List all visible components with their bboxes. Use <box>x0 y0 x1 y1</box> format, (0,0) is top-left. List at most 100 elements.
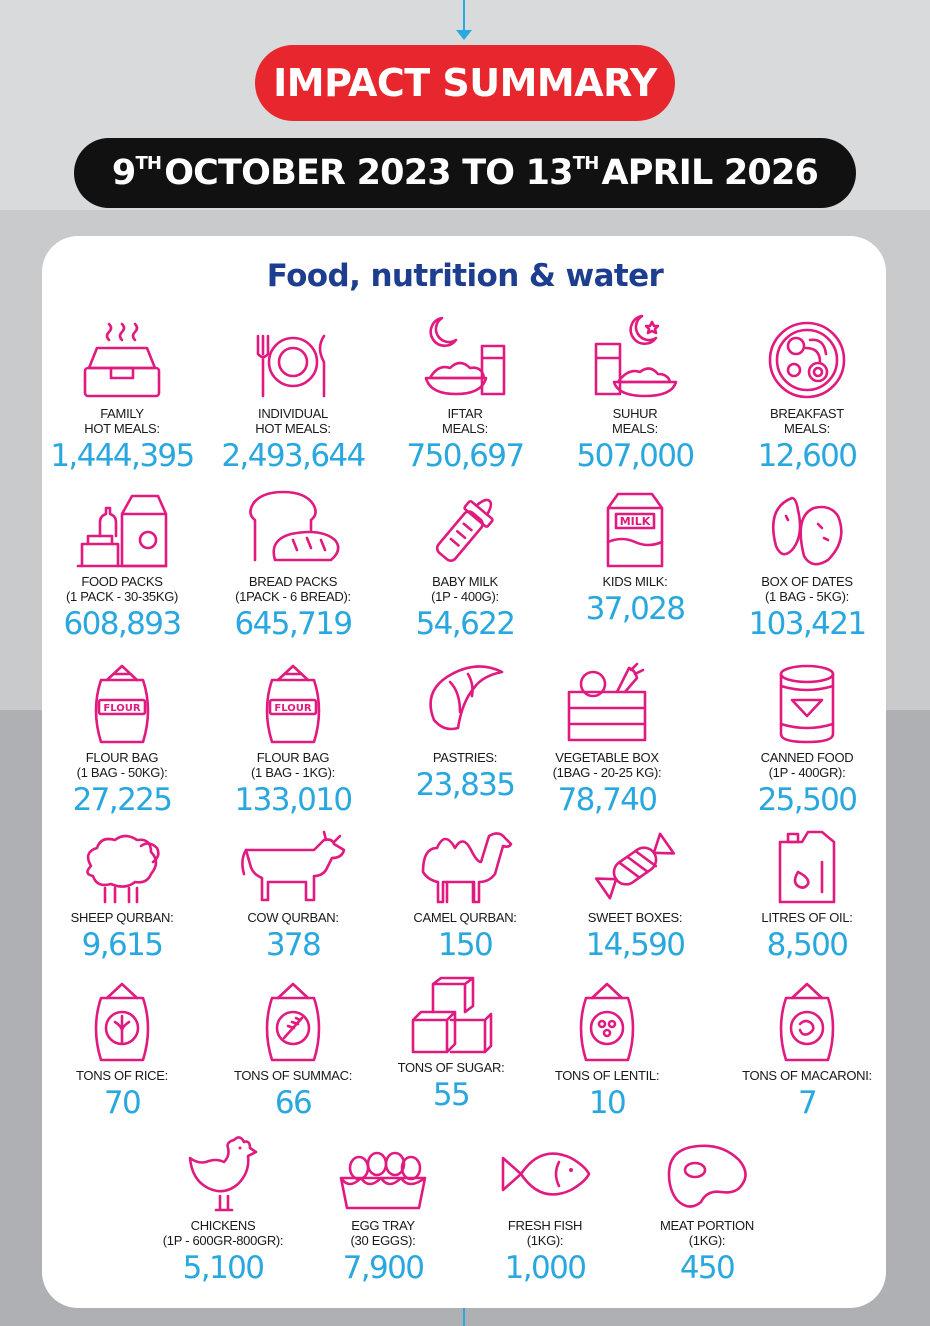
can-icon <box>779 664 835 744</box>
stat-label: BREAD PACKS (1PACK - 6 BREAD): <box>235 574 351 604</box>
bread-icon <box>249 490 340 562</box>
stat-label: BOX OF DATES (1 BAG - 5KG): <box>761 574 853 604</box>
date-suffix-2: TH <box>572 152 600 174</box>
vegetable-crate-icon <box>567 662 647 742</box>
stat-pastries: PASTRIES: 23,835 <box>380 660 550 803</box>
stat-cow-qurban: COW QURBAN: 378 <box>208 826 378 963</box>
stat-value: 7,900 <box>342 1250 425 1286</box>
stat-egg-tray: EGG TRAY (30 EGGS): 7,900 <box>298 1134 468 1286</box>
stat-value: 608,893 <box>63 606 183 642</box>
stat-label: FRESH FISH (1KG): <box>507 1218 583 1248</box>
dates-icon <box>771 496 843 566</box>
stat-label: SUHUR MEALS: <box>612 406 658 436</box>
date-range-banner: 9 TH OCTOBER 2023 TO 13 TH APRIL 2026 <box>74 138 856 208</box>
stat-label: FAMILY HOT MEALS: <box>84 406 160 436</box>
stat-label: TONS OF SUGAR: <box>397 1060 505 1075</box>
flour-bag-small-icon: FLOUR <box>265 664 321 744</box>
date-end: APRIL 2026 <box>601 153 819 193</box>
stat-box-of-dates: BOX OF DATES (1 BAG - 5KG): 103,421 <box>722 490 892 642</box>
stat-value: 133,010 <box>234 782 354 818</box>
croissant-icon <box>429 665 504 731</box>
stat-label: IFTAR MEALS: <box>442 406 488 436</box>
stat-label: FOOD PACKS (1 PACK - 30-35KG) <box>65 574 179 604</box>
stat-value: 1,000 <box>504 1250 587 1286</box>
steak-icon <box>667 1144 747 1208</box>
camel-icon <box>421 832 513 904</box>
stat-label: SHEEP QURBAN: <box>70 910 174 925</box>
stat-baby-milk: BABY MILK (1P - 400G): 54,622 <box>380 490 550 642</box>
stat-chickens: CHICKENS (1P - 600GR-800GR): 5,100 <box>138 1134 308 1286</box>
stat-value: 14,590 <box>585 927 686 963</box>
egg-tray-icon <box>339 1151 427 1210</box>
stat-label: TONS OF RICE: <box>76 1068 168 1083</box>
stat-kids-milk: MILK KIDS MILK: 37,028 <box>550 490 720 627</box>
stat-value: 5,100 <box>182 1250 265 1286</box>
stat-litres-of-oil: LITRES OF OIL: 8,500 <box>722 826 892 963</box>
stat-label: FLOUR BAG (1 BAG - 50KG): <box>76 750 168 780</box>
rice-sack-icon <box>94 982 150 1062</box>
flour-bag-icon: FLOUR <box>94 664 150 744</box>
stat-value: 78,740 <box>557 782 658 818</box>
stat-label: INDIVIDUAL HOT MEALS: <box>255 406 331 436</box>
stat-bread-packs: BREAD PACKS (1PACK - 6 BREAD): 645,719 <box>208 490 378 642</box>
section-title: Food, nutrition & water <box>266 258 664 294</box>
stat-value: 12,600 <box>757 438 858 474</box>
date-start-day: 9 <box>111 153 136 193</box>
stat-value: 150 <box>437 927 494 963</box>
stat-vegetable-box: VEGETABLE BOX (1BAG - 20-25 KG): 78,740 <box>522 662 692 818</box>
stat-label: CAMEL QURBAN: <box>413 910 517 925</box>
stat-label: BABY MILK (1P - 400G): <box>431 574 499 604</box>
connector-line-bottom <box>463 1308 465 1326</box>
sugar-cubes-icon <box>411 976 493 1054</box>
stat-meat-portion: MEAT PORTION (1KG): 450 <box>622 1134 792 1286</box>
stat-label: FLOUR BAG (1 BAG - 1KG): <box>251 750 335 780</box>
connector-line-top <box>463 0 465 36</box>
stat-tons-of-summac: TONS OF SUMMAC: 66 <box>208 980 378 1121</box>
stat-value: 645,719 <box>234 606 354 642</box>
stat-value: 37,028 <box>585 591 686 627</box>
stat-sweet-boxes: SWEET BOXES: 14,590 <box>550 826 720 963</box>
fish-icon <box>501 1152 591 1196</box>
arrow-down-icon <box>456 30 472 40</box>
stat-tons-of-macaroni: TONS OF MACARONI: 7 <box>718 980 896 1121</box>
stat-label: TONS OF SUMMAC: <box>233 1068 353 1083</box>
impact-summary-title: IMPACT SUMMARY <box>255 45 675 121</box>
stat-label: BREAKFAST MEALS: <box>770 406 844 436</box>
stat-label: EGG TRAY (30 EGGS): <box>350 1218 416 1248</box>
baby-bottle-icon <box>435 498 494 562</box>
stat-family-hot-meals: FAMILY HOT MEALS: 1,444,395 <box>37 318 207 474</box>
suhur-moon-star-icon <box>594 314 678 398</box>
svg-text:FLOUR: FLOUR <box>274 703 311 714</box>
plate-cutlery-icon <box>256 334 326 398</box>
stat-tons-of-lentil: TONS OF LENTIL: 10 <box>522 980 692 1121</box>
stat-individual-hot-meals: INDIVIDUAL HOT MEALS: 2,493,644 <box>208 318 378 474</box>
stat-value: 54,622 <box>415 606 516 642</box>
iftar-moon-icon <box>424 316 506 396</box>
cow-icon <box>241 830 346 902</box>
stat-canned-food: CANNED FOOD (1P - 400GR): 25,500 <box>722 662 892 818</box>
stat-value: 8,500 <box>766 927 849 963</box>
grocery-pack-icon <box>76 494 168 568</box>
stat-label: SWEET BOXES: <box>587 910 683 925</box>
stat-camel-qurban: CAMEL QURBAN: 150 <box>380 826 550 963</box>
stat-value: 10 <box>588 1085 627 1121</box>
candy-icon <box>594 832 676 900</box>
date-middle: OCTOBER 2023 TO 13 <box>164 153 573 193</box>
stat-sheep-qurban: SHEEP QURBAN: 9,615 <box>37 826 207 963</box>
oil-jerrycan-icon <box>778 830 836 904</box>
stat-label: TONS OF LENTIL: <box>554 1068 660 1083</box>
stat-value: 450 <box>679 1250 736 1286</box>
stat-tons-of-sugar: TONS OF SUGAR: 55 <box>366 976 536 1113</box>
stat-value: 750,697 <box>406 438 526 474</box>
stat-value: 378 <box>265 927 322 963</box>
stat-label: CHICKENS (1P - 600GR-800GR): <box>162 1218 284 1248</box>
stat-value: 7 <box>797 1085 818 1121</box>
stat-label: MEAT PORTION (1KG): <box>660 1218 754 1248</box>
sheep-icon <box>86 834 160 904</box>
stat-food-packs: FOOD PACKS (1 PACK - 30-35KG) 608,893 <box>37 490 207 642</box>
stat-flour-bag-1kg: FLOUR FLOUR BAG (1 BAG - 1KG): 133,010 <box>208 662 378 818</box>
stat-value: 55 <box>432 1077 471 1113</box>
stat-value: 27,225 <box>72 782 173 818</box>
stat-value: 103,421 <box>748 606 868 642</box>
stat-value: 66 <box>274 1085 313 1121</box>
